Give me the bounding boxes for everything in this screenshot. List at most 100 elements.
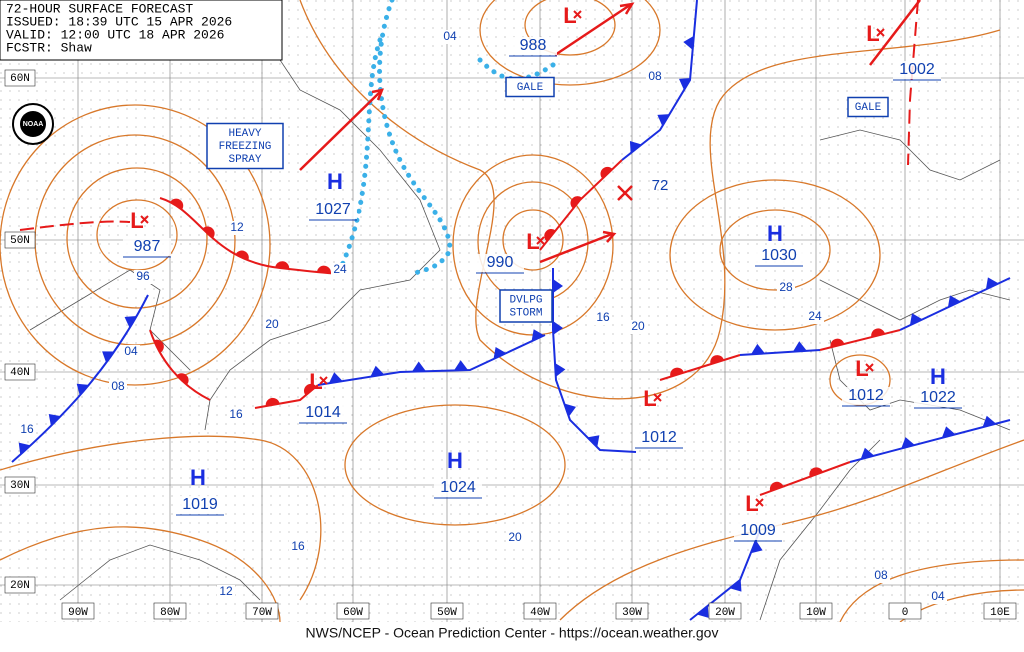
warning-box [505,76,555,98]
triangle [729,579,742,592]
lat-label: 40N [10,367,30,379]
isobar-label-bg [122,345,140,359]
isobar-label-bg [506,531,524,545]
triangle [629,140,642,154]
triangle [328,372,343,384]
cold-front-symbol [124,315,137,329]
cold-front-symbol [901,437,915,449]
isobar-label: 16 [291,539,305,553]
warning-text: HEAVY [228,128,261,140]
lon-label-box [523,602,557,620]
triangle [985,277,999,290]
pressure-bg [299,404,347,422]
isobar-label-bg [263,318,281,332]
low-symbol: L [643,386,656,411]
isobar-label: 16 [20,422,34,436]
logo-text: NOAA [23,121,44,128]
semicircle [670,367,684,377]
semicircle [769,481,784,492]
semicircle [830,338,845,348]
cold-front-symbol [750,343,765,355]
triangle [941,426,956,438]
tracks [299,0,921,264]
cold-front-symbol [657,114,670,127]
isobar-label-bg [134,270,152,284]
lon-label: 70W [252,607,272,619]
header-line: FCSTR: Shaw [6,40,92,55]
pressure-bg [893,61,941,79]
semicircle [176,373,189,386]
low-symbol: L [309,369,322,394]
pressure-bg [755,247,803,265]
lon-label: 90W [68,607,88,619]
lon-label: 80W [160,607,180,619]
lat-label: 50N [10,235,30,247]
isobar-label: 04 [443,29,457,43]
low-symbol: L [563,3,576,28]
triangle [553,321,563,335]
isobar-label-bg [872,569,890,583]
lon-label-box [245,602,279,620]
header-line: ISSUED: 18:39 UTC 15 APR 2026 [6,14,232,29]
isobar-label: 08 [648,69,662,83]
triangle [18,442,31,455]
lon-label-box [615,602,649,620]
pressure-bg [309,201,357,219]
isobar-label: 20 [631,319,645,333]
lon-label-box [61,602,95,620]
pressure-bg [509,37,557,55]
lon-label-box [708,602,742,620]
warm-front-symbol [670,367,684,377]
lon-label-box [153,602,187,620]
warm-front-symbol [316,265,331,274]
cold-front-symbol [678,78,692,91]
low-mark [876,28,885,37]
triangle [696,605,709,618]
cold-front-symbol [553,321,563,335]
semicircle [303,383,317,396]
lon-label: 50W [437,607,457,619]
triangle [901,437,915,449]
central-pressure: 987 [134,238,161,255]
high-symbol: H [447,448,463,473]
warm-front-symbol [170,198,184,210]
pressure-bg [434,479,482,497]
track-label: 72 [652,177,669,194]
triangle [531,329,545,342]
cold-front-symbol [102,351,115,363]
lon-label-box [336,602,370,620]
cold-front-symbol [587,435,600,448]
isobar-label: 12 [219,584,233,598]
warning-box [847,96,889,118]
cold-front-symbol [947,295,961,308]
lat-label-box [4,476,36,494]
cold-front-symbol [553,279,563,293]
central-pressure: 1009 [740,522,776,539]
warm-front-symbol [153,339,164,353]
low-mark [573,10,582,19]
low-mark [865,363,874,372]
footer: NWS/NCEP - Ocean Prediction Center - htt… [306,625,719,641]
lon-label: 60W [343,607,363,619]
warm-front-symbol [600,166,613,179]
pressure-bg [914,389,962,407]
central-pressure: 1027 [315,201,351,218]
isobar-label: 24 [333,262,347,276]
cold-front-symbol [860,447,875,460]
triangle [657,114,670,127]
semicircle [202,226,215,239]
isobar-label: 20 [265,317,279,331]
low-symbol: L [745,491,758,516]
warning-text: GALE [855,102,882,114]
cold-front-symbol [909,313,923,326]
cold-front-symbol [985,277,999,290]
cold-front-symbol [531,329,545,342]
triangle [411,361,426,372]
cold-front-symbol [453,360,468,371]
low-symbol: L [130,208,143,233]
triangle [982,415,997,428]
pressure-bg [734,522,782,540]
cold-front-symbol [564,403,576,417]
